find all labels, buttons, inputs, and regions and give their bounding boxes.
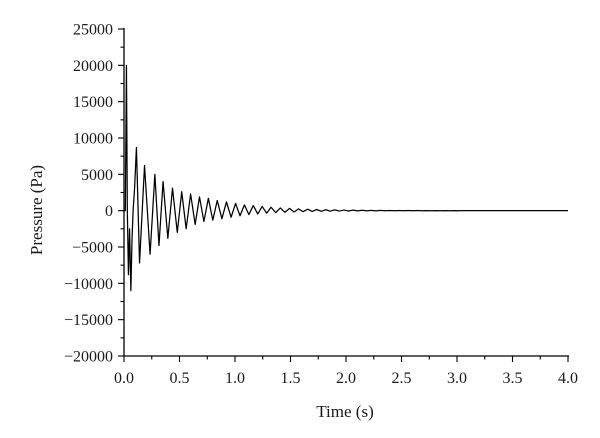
y-tick-label: 0 <box>105 203 113 220</box>
x-tick-label: 2.0 <box>336 370 356 387</box>
x-axis-title: Time (s) <box>316 402 373 421</box>
y-tick-label: 25000 <box>73 22 113 39</box>
x-tick-label: 2.5 <box>392 370 412 387</box>
y-tick-label: 10000 <box>73 131 113 148</box>
axes <box>123 28 569 357</box>
y-tick-label: −15000 <box>64 312 113 329</box>
y-tick-label: 20000 <box>73 58 113 75</box>
x-tick-label: 1.0 <box>225 370 245 387</box>
series-layer <box>124 64 568 292</box>
ticks: 25000 20000 15000 10000 5000 0 −5000 −10000 −150… <box>64 22 578 388</box>
x-tick-label: 3.5 <box>503 370 523 387</box>
y-tick-label: −5000 <box>72 240 113 257</box>
y-tick-label: −20000 <box>64 349 113 366</box>
x-tick-label: 0.5 <box>170 370 190 387</box>
x-tick-label: 3.0 <box>447 370 467 387</box>
y-tick-label: −10000 <box>64 276 113 293</box>
x-tick-label: 0.0 <box>114 370 134 387</box>
x-tick-label: 4.0 <box>558 370 578 387</box>
x-tick-label: 1.5 <box>281 370 301 387</box>
y-tick-label: 15000 <box>73 94 113 111</box>
y-axis-title: Pressure (Pa) <box>27 165 46 255</box>
y-tick-label: 5000 <box>81 167 113 184</box>
pressure-series-line <box>124 64 568 292</box>
